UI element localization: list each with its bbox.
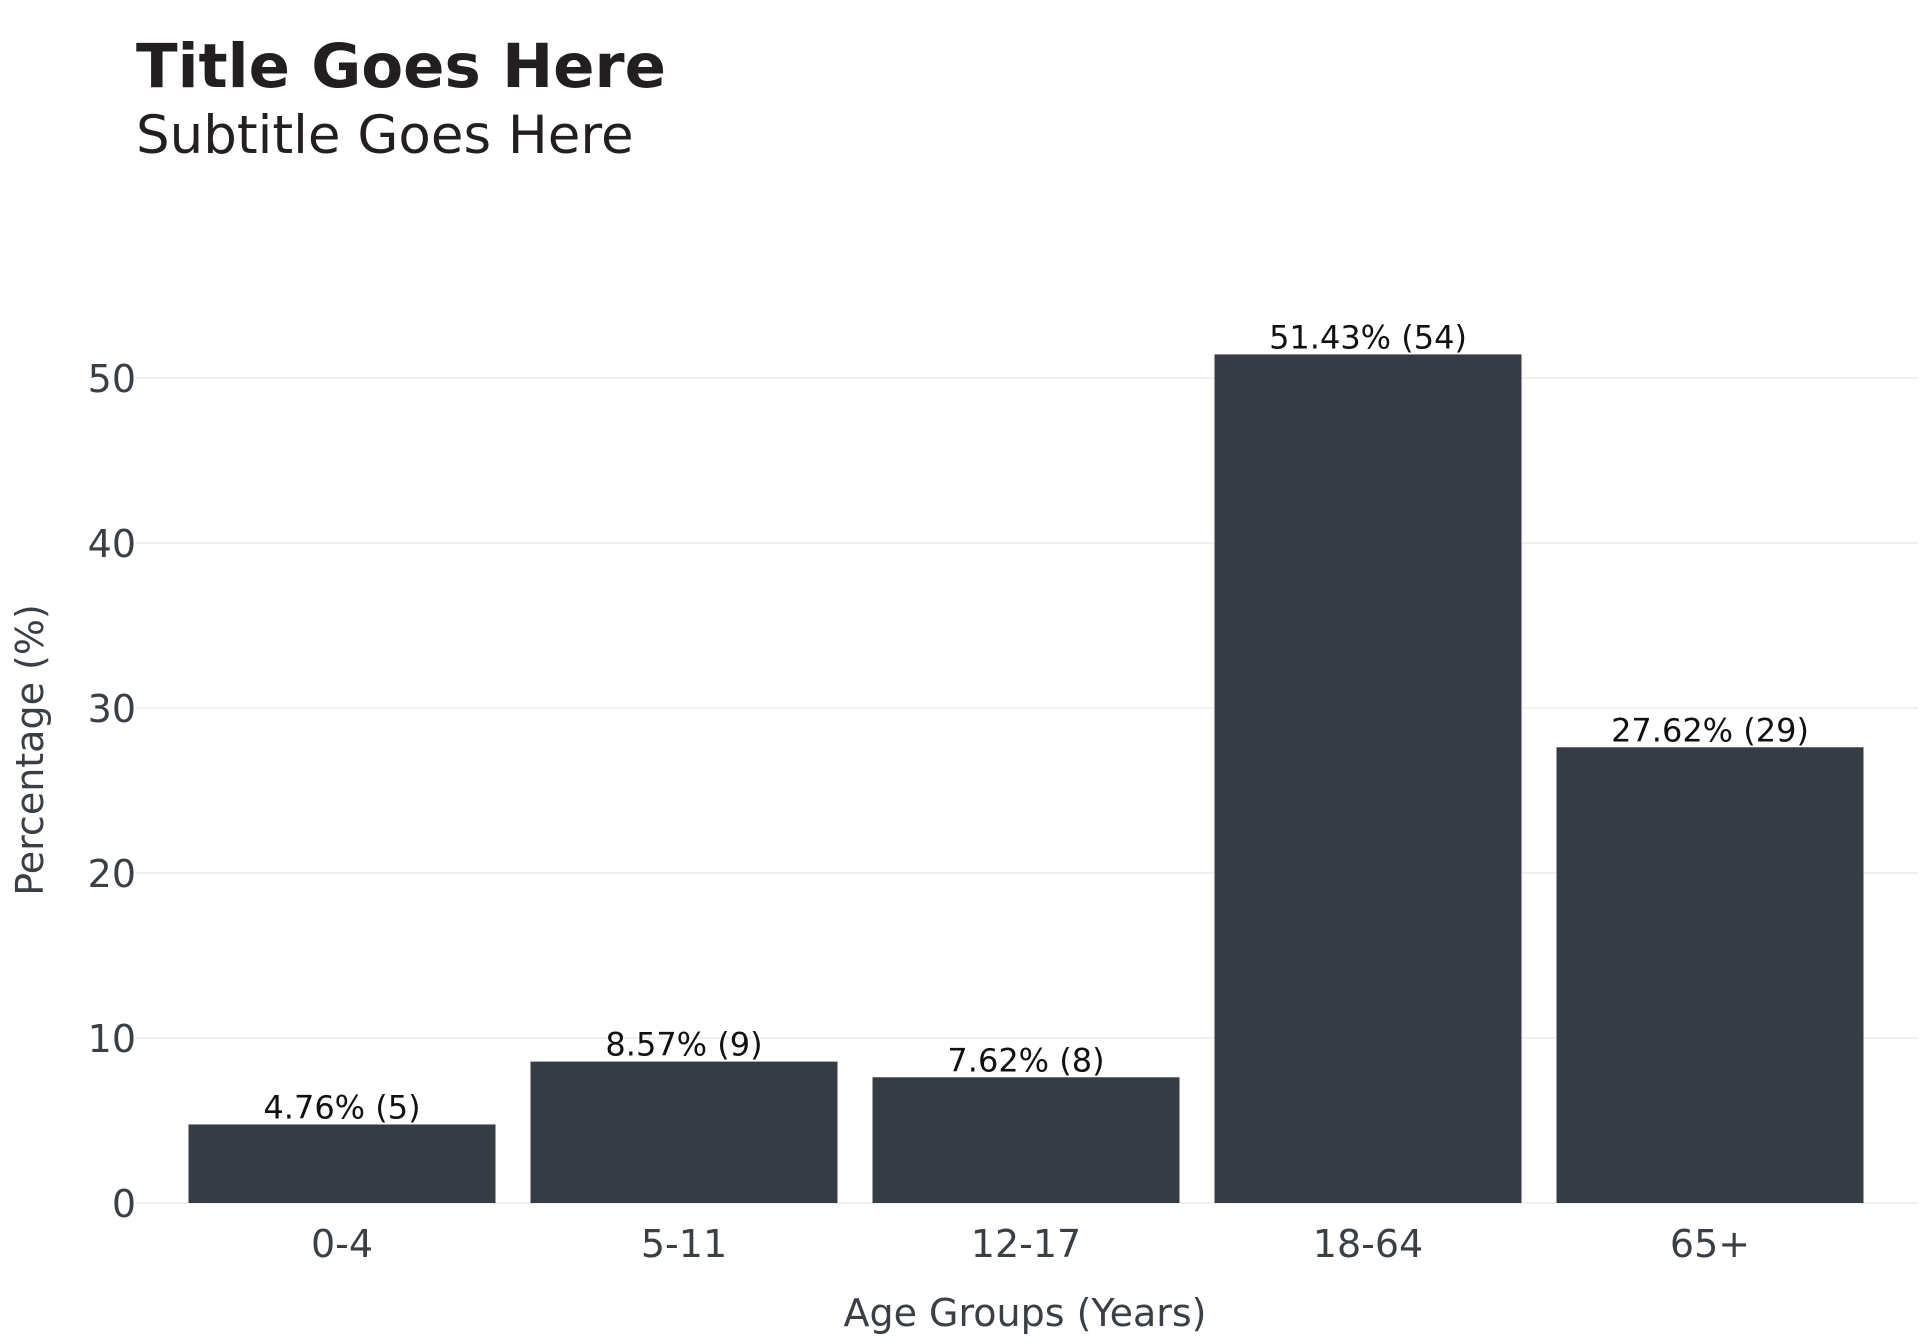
x-tick-label-12-17: 12-17	[971, 1222, 1081, 1266]
x-tick-label-65+: 65+	[1670, 1222, 1750, 1266]
y-tick-label: 30	[88, 687, 136, 731]
y-tick-label: 40	[88, 522, 136, 566]
x-tick-label-5-11: 5-11	[641, 1222, 727, 1266]
x-tick-label-18-64: 18-64	[1313, 1222, 1423, 1266]
data-label-18-64: 51.43% (54)	[1269, 318, 1467, 356]
chart-title: Title Goes Here	[136, 31, 666, 102]
y-tick-label: 0	[112, 1182, 136, 1226]
bar-12-17	[872, 1077, 1180, 1203]
bars	[188, 354, 1864, 1203]
x-axis-ticks: 0-4 5-11 12-17 18-64 65+	[311, 1222, 1750, 1266]
data-label-65+: 27.62% (29)	[1611, 711, 1809, 749]
data-label-5-11: 8.57% (9)	[605, 1026, 762, 1064]
chart-subtitle: Subtitle Goes Here	[136, 105, 634, 166]
y-axis-ticks: 0 10 20 30 40 50	[88, 357, 136, 1226]
y-tick-label: 50	[88, 357, 136, 401]
y-tick-label: 10	[88, 1017, 136, 1061]
y-tick-label: 20	[88, 852, 136, 896]
y-axis-label: Percentage (%)	[8, 604, 52, 896]
data-label-12-17: 7.62% (8)	[947, 1041, 1104, 1079]
data-label-0-4: 4.76% (5)	[263, 1088, 420, 1126]
bar-0-4	[188, 1124, 496, 1203]
bar-65+	[1556, 747, 1864, 1203]
data-labels: 4.76% (5) 8.57% (9) 7.62% (8) 51.43% (54) 27…	[263, 318, 1809, 1126]
x-tick-label-0-4: 0-4	[311, 1222, 373, 1266]
bar-5-11	[530, 1061, 838, 1203]
x-axis-label: Age Groups (Years)	[843, 1291, 1206, 1335]
bar-18-64	[1214, 354, 1522, 1203]
